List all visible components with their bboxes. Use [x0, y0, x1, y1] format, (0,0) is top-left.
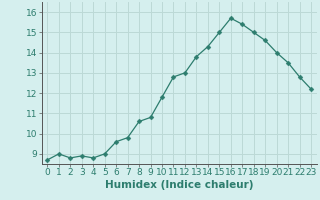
X-axis label: Humidex (Indice chaleur): Humidex (Indice chaleur) [105, 180, 253, 190]
